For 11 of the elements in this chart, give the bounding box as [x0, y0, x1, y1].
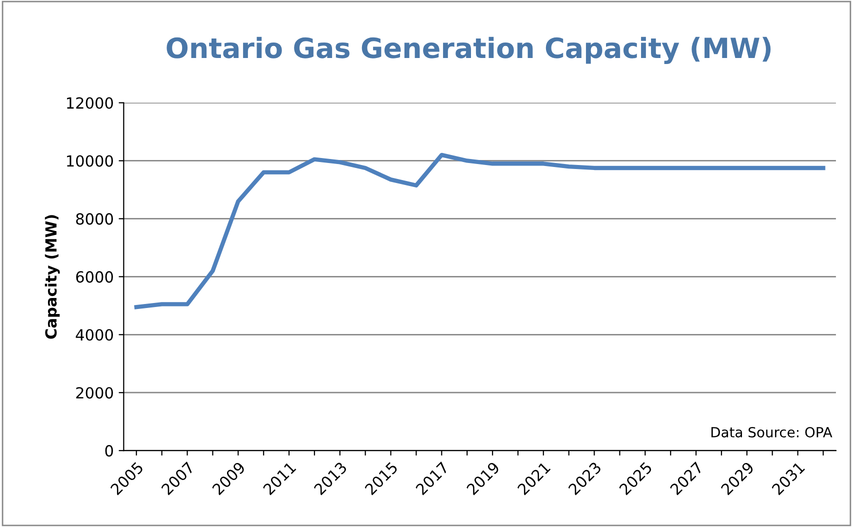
y-tick-label: 8000: [76, 213, 113, 225]
y-tick-label: 0: [105, 445, 113, 457]
y-tick-label: 10000: [67, 155, 113, 167]
line-series: [134, 152, 826, 310]
y-tick-label: 12000: [67, 97, 113, 109]
chart-title: Ontario Gas Generation Capacity (MW): [166, 36, 771, 64]
y-tick-label: 2000: [76, 387, 113, 399]
y-tick-label: 6000: [76, 271, 113, 283]
annotation: Data Source: OPA: [711, 426, 832, 438]
y-tick-label: 4000: [76, 329, 113, 341]
y-axis-title: Capacity (MW): [44, 215, 60, 339]
